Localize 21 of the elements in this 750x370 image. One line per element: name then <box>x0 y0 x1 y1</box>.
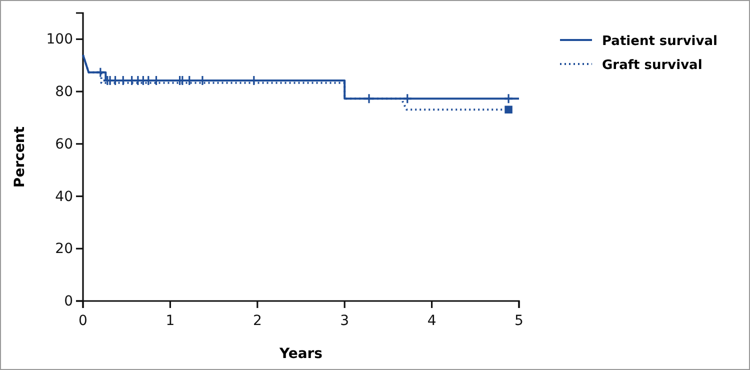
y-tick-label: 100 <box>46 32 73 48</box>
x-axis-title: Years <box>278 346 323 362</box>
x-tick-label: 1 <box>166 313 175 329</box>
y-tick-label: 40 <box>55 188 73 205</box>
x-tick-label: 4 <box>427 313 436 329</box>
legend-label: Patient survival <box>602 34 718 49</box>
y-tick-label: 60 <box>55 136 73 152</box>
x-tick-label: 5 <box>514 313 524 329</box>
x-tick-label: 2 <box>252 313 262 329</box>
y-tick-label: 0 <box>64 293 73 310</box>
y-axis-title: Percent <box>12 126 28 188</box>
y-tick-label: 20 <box>55 241 73 258</box>
x-tick-label: 0 <box>78 313 88 329</box>
x-tick-label: 3 <box>340 313 350 329</box>
legend-label: Graft survival <box>602 58 702 73</box>
y-tick-label: 80 <box>55 84 73 100</box>
point <box>96 68 104 77</box>
point <box>365 94 374 104</box>
point <box>504 94 513 104</box>
point <box>504 106 512 114</box>
point <box>403 94 412 104</box>
